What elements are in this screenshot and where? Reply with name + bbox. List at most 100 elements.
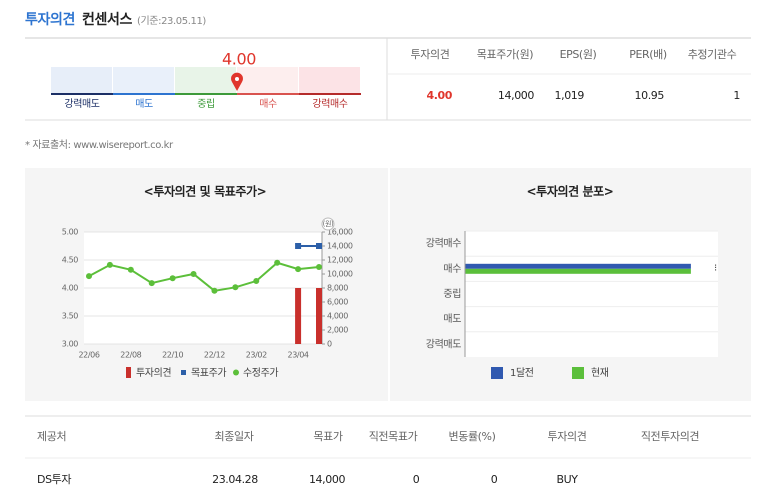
y2-tick-label: 16,000 [327,228,353,237]
gauge-line [299,93,361,95]
y2-tick-label: 6,000 [327,298,348,307]
table-cell: 14,000 [309,473,345,486]
table-header: 직전투자의견 [641,430,699,443]
x-tick-label: 22/10 [162,351,183,360]
gauge-marker [231,72,243,91]
chart-title: <투자의견 및 목표주가> [144,184,267,199]
legend-label: 1달전 [510,367,534,379]
table-header: 투자의견 [411,48,450,61]
legend-swatch [572,367,584,379]
base-date: (기준:23.05.11) [137,15,206,27]
legend-swatch [181,370,186,375]
point [295,266,302,273]
y2-tick-label: 8,000 [327,284,348,293]
x-tick-label: 22/06 [78,351,99,360]
bar [465,263,691,269]
table-header: 변동률(%) [449,430,496,443]
legend-label: 현재 [591,367,609,379]
x-tick-label: 22/12 [204,351,225,360]
y-tick-label: 4.00 [62,284,79,293]
table-header: EPS(원) [560,48,597,61]
line [88,261,320,292]
table-cell: 14,000 [498,89,534,102]
y2-tick-label: 14,000 [327,242,353,251]
panel-divider [388,168,390,401]
point [316,243,322,249]
source: * 자료출처: www.wisereport.co.kr [25,139,174,151]
point [190,271,197,277]
point [211,287,218,294]
table-header: PER(배) [629,48,667,61]
y-tick-label: 4.50 [62,256,79,265]
y2-tick-label: 10,000 [327,270,353,279]
point [169,275,176,282]
gauge-segment [299,67,360,94]
table-cell: DS투자 [37,473,71,486]
table-cell: 0 [413,473,420,486]
gauge-line [113,93,175,95]
point [274,259,281,266]
gauge-line [237,93,299,95]
legend-swatch [233,369,239,376]
icon: ⁝ [714,263,717,274]
table-header: 투자의견 [548,430,587,443]
gauge-level: 강력매도 [64,98,99,110]
subtitle: 컨센서스 [82,11,132,28]
bar [295,288,302,344]
gauge-line [51,93,113,95]
table-cell: BUY [556,473,578,486]
legend-swatch [491,367,503,379]
table-header: 목표주가(원) [477,48,533,61]
point [127,266,134,273]
x-tick-label: 22/08 [120,351,141,360]
legend-label: 수정주가 [243,367,278,379]
x-tick-label: 23/04 [288,351,309,360]
bar [316,288,322,344]
y2-tick-label: 2,000 [327,326,348,335]
point [253,278,260,284]
y2-tick-label: 4,000 [327,312,348,321]
table-cell: 23.04.28 [212,473,258,486]
gauge-level: 중립 [197,97,215,110]
gauge-value: 4.00 [222,50,256,69]
table-header: 제공처 [37,430,66,443]
bar [465,268,691,274]
y-tick-label: 중립 [443,287,461,300]
legend-swatch [126,367,131,378]
table-cell: 10.95 [635,89,665,102]
table-header: 목표가 [313,430,342,443]
point [148,280,155,287]
y-tick-label: 강력매수 [426,238,461,250]
point [86,273,92,280]
unit-badge [321,217,335,231]
y2-unit: (원) [323,219,334,228]
chart-title: <투자의견 분포> [527,184,614,199]
gauge-marker-dot [235,77,239,81]
table-cell: 0 [491,473,498,486]
gauge-level: 강력매수 [312,98,347,110]
point [295,243,302,249]
table-header: 최종일자 [215,429,254,443]
table-cell: 1 [733,89,740,102]
table-cell: 1,019 [555,89,585,102]
point [106,261,113,268]
y-tick-label: 5.00 [62,228,79,237]
legend-label: 목표주가 [191,367,226,379]
point [316,264,322,270]
y-tick-label: 강력매도 [426,338,461,350]
gauge-segment [113,67,174,94]
title: 투자의견 [25,11,75,28]
gauge-segment [175,67,236,94]
gauge-segment [237,67,298,94]
y2-tick-label: 0 [327,340,332,349]
y-tick-label: 3.00 [62,340,79,349]
gauge-segment [51,67,112,94]
legend-label: 투자의견 [136,367,171,379]
y-tick-label: 매도 [443,313,461,325]
y2-tick-label: 12,000 [327,256,353,265]
table-cell: 4.00 [426,89,452,102]
table-header: 직전목표가 [369,430,418,443]
table-header: 추정기관수 [688,48,737,61]
plot-area [465,231,718,357]
